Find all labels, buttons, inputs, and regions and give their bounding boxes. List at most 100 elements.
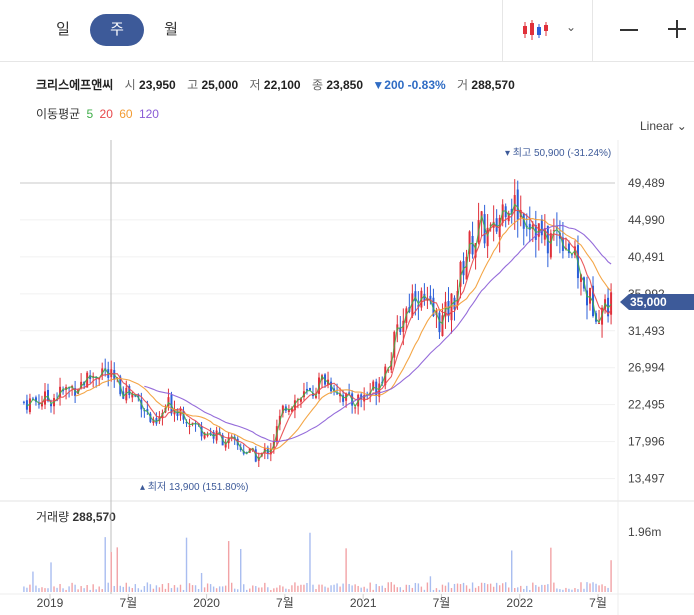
volume-bar — [209, 584, 212, 592]
period-tab-week[interactable]: 주 — [90, 14, 144, 46]
candle-body — [47, 389, 50, 402]
volume-bar — [158, 587, 161, 592]
volume-bar — [282, 586, 284, 592]
y-tick-label: 22,495 — [628, 398, 665, 412]
ma-60: 60 — [119, 107, 133, 121]
volume-bar — [583, 588, 585, 592]
scale-toggle[interactable]: Linear ⌄ — [640, 119, 687, 133]
volume-bar — [586, 582, 588, 592]
volume-bar — [393, 584, 395, 592]
zoom-controls — [592, 0, 694, 62]
volume-bar — [369, 582, 371, 592]
volume-bar — [483, 582, 486, 592]
volume-bar — [607, 587, 609, 592]
volume-bar — [179, 584, 182, 592]
y-tick-label: 17,996 — [628, 435, 665, 449]
volume-bar — [435, 588, 438, 592]
volume-bar — [89, 589, 91, 592]
candlestick-icon[interactable] — [522, 18, 548, 42]
volume-bar — [212, 586, 215, 592]
volume-bar — [492, 586, 495, 592]
volume-bar — [375, 583, 377, 592]
volume-bar — [224, 585, 227, 592]
volume-bar — [489, 583, 492, 592]
candle-body — [212, 431, 215, 439]
zoom-out-icon[interactable] — [620, 29, 638, 31]
period-tab-month[interactable]: 월 — [164, 21, 178, 38]
x-tick-label: 7월 — [276, 596, 294, 610]
volume-bar — [227, 541, 230, 592]
candle-body — [34, 397, 37, 402]
volume-bar — [261, 587, 263, 592]
candle-body — [215, 430, 218, 441]
period-tab-day[interactable]: 일 — [56, 21, 70, 38]
volume-bar — [381, 585, 383, 592]
volume-title: 거래량 288,570 — [36, 508, 116, 525]
volume-bar — [140, 589, 143, 592]
volume-bar — [255, 586, 257, 592]
candle-body — [552, 230, 555, 232]
high-value: 25,000 — [201, 78, 239, 92]
volume-bar — [176, 587, 179, 592]
volume-bar — [333, 584, 335, 592]
volume-bar — [336, 583, 338, 592]
candle-body — [37, 403, 40, 405]
ma120-line — [144, 224, 612, 443]
volume-bar — [327, 587, 329, 592]
volume-bar — [535, 585, 537, 592]
candle-body — [564, 247, 567, 249]
candle-body — [510, 208, 513, 214]
volume-bar — [408, 584, 411, 592]
volume-bar — [544, 584, 546, 592]
moving-average-legend[interactable]: 이동평균 5 20 60 120 — [36, 105, 159, 122]
volume-bar — [122, 586, 124, 592]
volume-bar — [56, 587, 58, 592]
chevron-down-icon[interactable]: ⌄ — [566, 20, 577, 34]
close-label: 종 — [311, 78, 323, 92]
candle-body — [308, 387, 311, 391]
volume-bar — [291, 585, 293, 592]
volume-bar — [402, 589, 405, 592]
volume-bar — [462, 582, 465, 592]
volume-bar — [547, 584, 549, 592]
volume-bar — [300, 584, 302, 592]
volume-bar — [185, 537, 188, 592]
scale-label: Linear — [640, 119, 674, 133]
candle-body — [342, 395, 345, 402]
candle-body — [59, 386, 62, 398]
candle-body — [549, 233, 552, 258]
volume-bar — [447, 582, 450, 592]
min-price-label: ▴ 최저 13,900 (151.80%) — [140, 481, 248, 493]
volume-bar — [77, 589, 79, 592]
volume-bar — [53, 586, 55, 592]
volume-bar — [504, 582, 507, 592]
volume-bar — [559, 589, 561, 592]
candle-body — [441, 315, 444, 336]
candle-body — [101, 368, 104, 376]
candle-body — [528, 223, 531, 230]
zoom-in-icon[interactable] — [668, 20, 686, 38]
volume-bar — [95, 589, 97, 592]
chart-type-selector[interactable] — [502, 0, 592, 62]
volume-bar — [203, 587, 206, 592]
volume-bar — [444, 585, 447, 592]
volume-bar — [571, 589, 573, 592]
candle-body — [158, 416, 161, 422]
candle-body — [74, 388, 77, 396]
volume-bar — [556, 588, 558, 592]
candle-body — [65, 387, 68, 390]
candle-body — [28, 398, 31, 413]
chevron-down-icon: ⌄ — [676, 119, 687, 133]
candle-body — [516, 189, 519, 220]
volume-bar — [264, 582, 266, 592]
volume-bar — [480, 582, 483, 592]
open-value: 23,950 — [139, 78, 176, 92]
candle-body — [423, 293, 426, 301]
volume-bar — [366, 588, 368, 592]
y-tick-label: 31,493 — [628, 324, 665, 338]
candle-body — [567, 243, 570, 254]
volume-bar — [330, 585, 332, 592]
candle-body — [585, 290, 588, 306]
ma5-line — [26, 203, 612, 461]
